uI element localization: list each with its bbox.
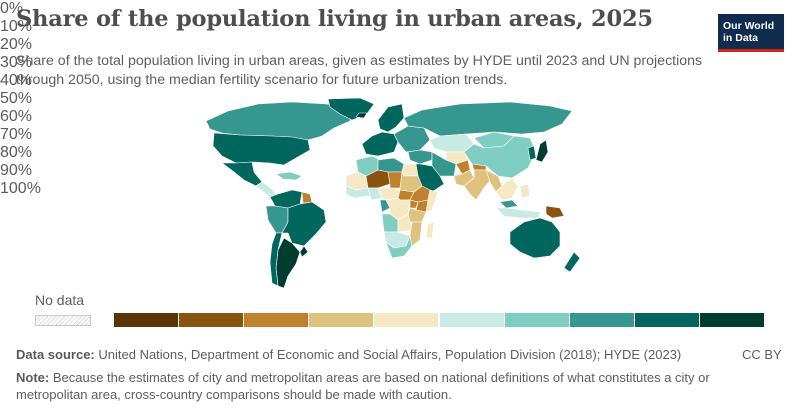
chart-subtitle: Share of the total population living in …	[16, 53, 703, 88]
map-region-caribbean[interactable]	[275, 171, 303, 181]
map-region-australia[interactable]	[509, 217, 561, 259]
map-region-papua-new-guinea[interactable]	[545, 205, 565, 219]
map-region-malaysia[interactable]	[499, 199, 519, 209]
map-region-thailand-indochina[interactable]	[495, 177, 519, 201]
legend: No data 0% 10% 20% 30% 40% 50% 60% 70% 80% 90% 100…	[0, 0, 800, 327]
map-region-turkey-levant[interactable]	[407, 149, 433, 165]
legend-tick-label: 10%	[0, 18, 33, 35]
map-region-mozambique-malawi[interactable]	[409, 221, 423, 247]
legend-ticks: 0% 10% 20% 30% 40% 50% 60% 70% 80% 90% 100%	[0, 0, 800, 198]
logo-line-2: in Data	[723, 32, 759, 44]
map-region-united-states[interactable]	[212, 132, 311, 166]
map-region-argentina[interactable]	[275, 237, 301, 289]
legend-tick-label: 30%	[0, 54, 33, 71]
legend-tick-label: 70%	[0, 126, 33, 143]
map-region-uruguay[interactable]	[299, 245, 309, 258]
legend-swatch-3[interactable]	[309, 313, 375, 327]
map-region-egypt[interactable]	[401, 163, 419, 177]
legend-swatch-9[interactable]	[699, 313, 765, 327]
map-region-scandinavia[interactable]	[377, 103, 405, 133]
legend-swatch-7[interactable]	[569, 313, 635, 327]
map-region-south-africa[interactable]	[385, 235, 413, 259]
legend-tick-label: 0%	[0, 0, 24, 17]
map-region-chad[interactable]	[387, 171, 403, 189]
map-region-libya-algeria[interactable]	[377, 157, 405, 173]
legend-tick-label: 20%	[0, 36, 33, 53]
map-region-new-zealand[interactable]	[563, 251, 581, 273]
legend-swatch-2[interactable]	[244, 313, 310, 327]
map-region-central-america[interactable]	[255, 181, 279, 198]
chart-title: Share of the population living in urban …	[16, 6, 653, 32]
map-region-iceland[interactable]	[355, 112, 368, 119]
map-region-western-europe[interactable]	[361, 131, 399, 157]
note-text: Because the estimates of city and metrop…	[16, 370, 710, 402]
map-region-chile[interactable]	[269, 232, 283, 287]
legend-tick-label: 100%	[0, 180, 41, 197]
legend-swatch-8[interactable]	[634, 313, 700, 327]
owid-logo[interactable]: Our World in Data	[718, 14, 784, 52]
legend-swatch-0[interactable]	[114, 313, 180, 327]
map-region-eastern-europe[interactable]	[393, 125, 431, 153]
data-source-text[interactable]: United Nations, Department of Economic a…	[98, 347, 682, 362]
map-region-madagascar[interactable]	[425, 221, 435, 239]
license-link[interactable]: CC BY	[742, 347, 782, 362]
map-region-uganda[interactable]	[409, 199, 419, 209]
legend-swatch-5[interactable]	[439, 313, 505, 327]
legend-tick-label: 90%	[0, 162, 33, 179]
legend-tick-label: 50%	[0, 90, 33, 107]
map-region-korea[interactable]	[527, 145, 537, 161]
legend-swatch-1[interactable]	[179, 313, 245, 327]
world-map	[205, 97, 581, 289]
legend-tick-label: 60%	[0, 108, 33, 125]
map-region-zambia[interactable]	[397, 213, 413, 233]
map-region-japan[interactable]	[535, 139, 549, 163]
map-region-russia[interactable]	[403, 101, 573, 137]
chart-note: Note: Because the estimates of city and …	[16, 370, 776, 403]
legend-tick-label: 80%	[0, 144, 33, 161]
map-region-philippines[interactable]	[519, 183, 531, 199]
map-region-guyana[interactable]	[301, 191, 313, 204]
map-region-nigeria[interactable]	[367, 187, 383, 201]
logo-line-1: Our World	[723, 20, 775, 32]
legend-tick-label: 40%	[0, 72, 33, 89]
legend-no-data-label: No data	[35, 292, 85, 308]
legend-swatch-6[interactable]	[504, 313, 570, 327]
map-region-indonesia[interactable]	[495, 207, 541, 219]
legend-no-data-swatch[interactable]	[35, 315, 91, 326]
legend-swatch-4[interactable]	[374, 313, 440, 327]
data-source: Data source: United Nations, Department …	[16, 347, 736, 362]
data-source-label: Data source:	[16, 347, 95, 362]
note-label: Note:	[16, 370, 50, 385]
map-region-mexico[interactable]	[221, 161, 263, 187]
map-region-brazil[interactable]	[281, 201, 327, 247]
